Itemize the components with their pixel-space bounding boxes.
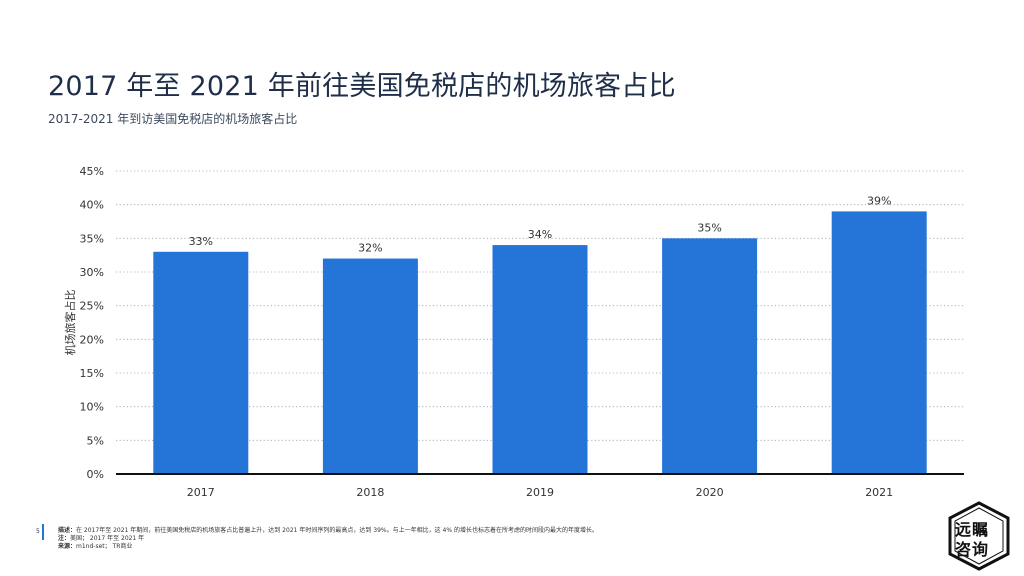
logo-hexagon-icon [948, 501, 1010, 571]
data-label: 33% [189, 235, 213, 248]
footer-source: 来源：m1nd-set； TR商业 [58, 543, 133, 550]
y-tick-label: 40% [80, 199, 104, 212]
logo-text-bottom: 咨询 [955, 540, 990, 559]
y-tick-label: 5% [87, 434, 104, 447]
x-tick-label: 2021 [865, 486, 893, 499]
footer-description: 描述：在 2017年至 2021 年期间，前往美国免税店的机场旅客占比普遍上升，… [58, 527, 598, 534]
bar [662, 238, 758, 474]
y-tick-label: 30% [80, 266, 104, 279]
footer-notes: 描述：在 2017年至 2021 年期间，前往美国免税店的机场旅客占比普遍上升，… [58, 527, 598, 551]
x-tick-label: 2017 [187, 486, 215, 499]
x-tick-label: 2018 [356, 486, 384, 499]
y-tick-label: 20% [80, 333, 104, 346]
y-tick-label: 35% [80, 232, 104, 245]
bar [831, 211, 927, 474]
data-label: 32% [358, 242, 382, 255]
y-tick-label: 0% [87, 468, 104, 481]
page-subtitle: 2017-2021 年到访美国免税店的机场旅客占比 [48, 112, 298, 126]
data-label: 35% [697, 221, 721, 234]
bar [153, 251, 249, 474]
bar [322, 258, 418, 474]
logo-text-top: 远瞩 [955, 520, 990, 539]
page-title: 2017 年至 2021 年前往美国免税店的机场旅客占比 [48, 71, 676, 102]
y-tick-label: 15% [80, 367, 104, 380]
page-marker [42, 524, 44, 540]
page-number: 5 [36, 528, 40, 535]
y-tick-label: 45% [80, 165, 104, 178]
data-label: 39% [867, 194, 891, 207]
x-tick-label: 2020 [696, 486, 724, 499]
company-logo: 远瞩 咨询 [946, 500, 1012, 572]
y-axis-label: 机场旅客占比 [63, 290, 77, 356]
y-tick-label: 25% [80, 300, 104, 313]
bar [492, 245, 588, 474]
y-tick-label: 10% [80, 401, 104, 414]
x-tick-label: 2019 [526, 486, 554, 499]
data-label: 34% [528, 228, 552, 241]
footer-note: 注：美国； 2017 年至 2021 年 [58, 535, 145, 542]
